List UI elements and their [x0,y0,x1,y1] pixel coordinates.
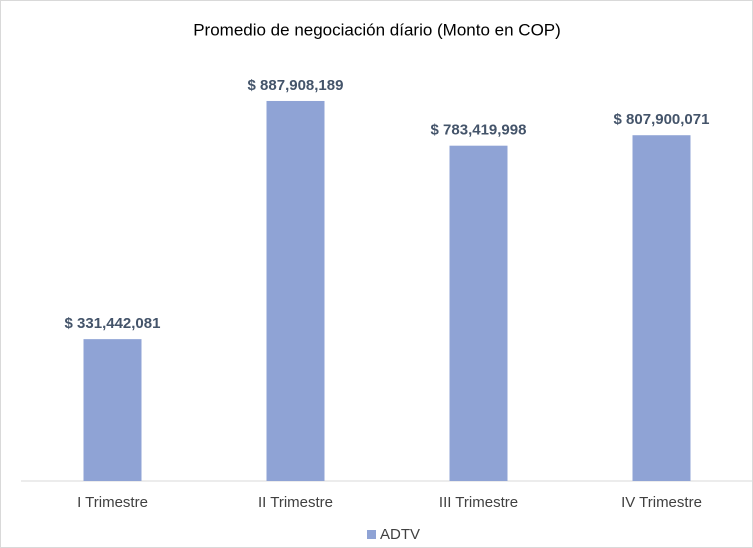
bar [83,339,142,481]
legend-label: ADTV [380,526,420,543]
data-label: $ 331,442,081 [65,315,161,332]
data-label: $ 783,419,998 [431,122,527,139]
legend-swatch [367,530,376,539]
data-label: $ 887,908,189 [248,77,344,94]
bar [632,135,691,482]
bar [266,100,325,482]
data-label: $ 807,900,071 [614,111,710,128]
x-tick-label: I Trimestre [77,494,148,511]
x-tick-label: II Trimestre [258,494,333,511]
chart-title: Promedio de negociación díario (Monto en… [193,20,561,39]
x-tick-label: III Trimestre [439,494,518,511]
x-tick-label: IV Trimestre [621,494,702,511]
bar [449,145,508,482]
